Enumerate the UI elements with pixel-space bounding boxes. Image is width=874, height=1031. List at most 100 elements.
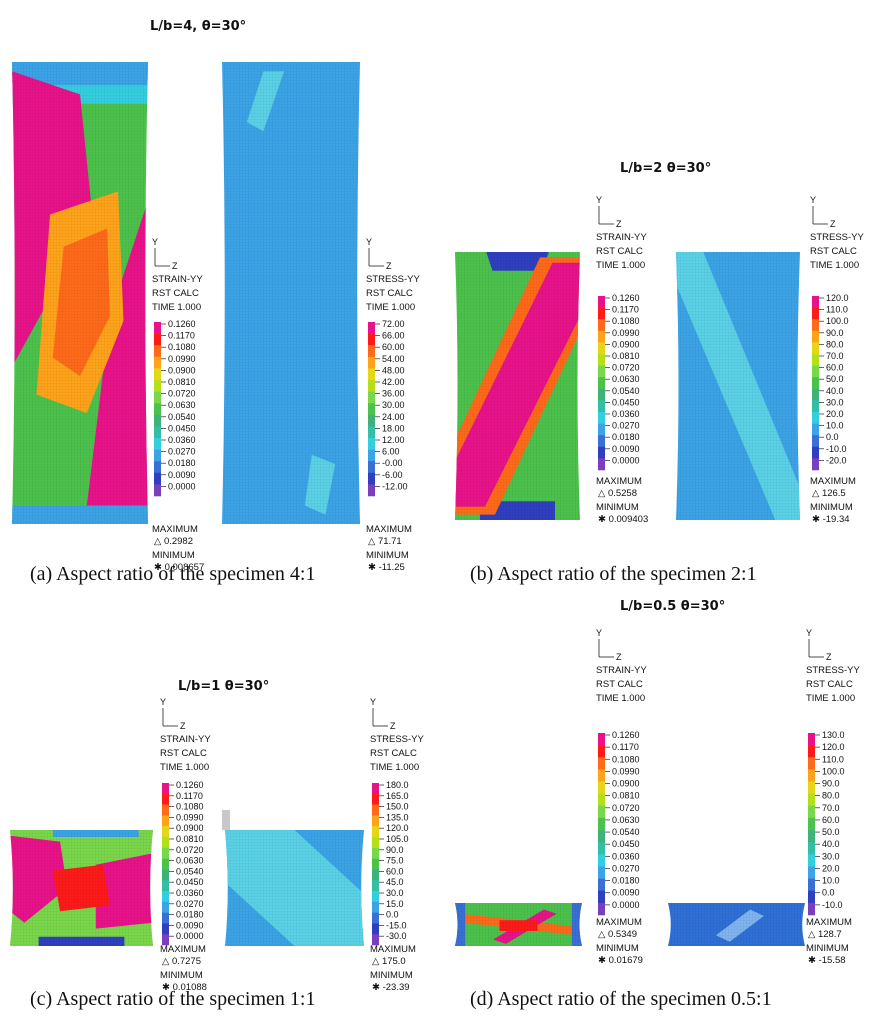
max-value: △ 71.71 [368, 536, 402, 547]
legend-level: 0.0450 [168, 423, 196, 433]
legend-header: TIME 1.000 [366, 302, 415, 313]
legend-level: 0.0270 [176, 899, 204, 909]
legend-level: 0.0810 [612, 351, 640, 361]
min-label: MINIMUM [152, 550, 195, 561]
axis-label: Y [160, 697, 166, 707]
panel-title: L/b=2 θ=30° [620, 161, 711, 176]
min-value: ✱ 0.009403 [598, 514, 648, 525]
mesh [12, 62, 148, 524]
legend-level: -6.00 [382, 470, 403, 480]
color-band [372, 815, 379, 827]
legend-level: 0.0180 [612, 432, 640, 442]
legend-header: RST CALC [160, 748, 207, 759]
color-band [812, 412, 819, 424]
legend-level: 0.0900 [612, 779, 640, 789]
color-band [162, 912, 169, 924]
color-band [598, 781, 605, 794]
color-band [812, 296, 819, 308]
color-band [368, 414, 375, 427]
legend-level: 90.0 [386, 845, 404, 855]
mesh [222, 62, 360, 524]
legend-level: 0.0360 [168, 435, 196, 445]
legend-level: 20.0 [822, 863, 840, 873]
legend-level: 100.0 [822, 766, 845, 776]
color-band [372, 934, 379, 946]
legend-header: TIME 1.000 [806, 693, 855, 704]
min-value: ✱ -19.34 [812, 514, 850, 525]
max-value: △ 0.2982 [154, 536, 193, 547]
color-band [162, 804, 169, 816]
color-band [368, 449, 375, 462]
legend-level: 0.0090 [168, 470, 196, 480]
color-band [812, 307, 819, 320]
color-band [154, 380, 161, 392]
axis-label: Z [616, 652, 622, 662]
min-label: MINIMUM [806, 943, 849, 954]
mesh [668, 903, 805, 946]
color-band [598, 890, 605, 904]
color-band [598, 435, 605, 448]
legend-level: 0.1170 [612, 742, 639, 752]
legend-header: TIME 1.000 [152, 302, 201, 313]
color-band [372, 880, 379, 892]
color-band [154, 333, 161, 346]
legend-level: 0.0810 [612, 791, 640, 801]
color-band [598, 307, 605, 320]
legend-level: 36.00 [382, 389, 405, 399]
legend-level: 30.0 [826, 397, 844, 407]
color-band [154, 345, 161, 358]
color-band [598, 319, 605, 332]
legend-level: 0.0540 [612, 386, 640, 396]
color-band [808, 769, 815, 782]
color-band [808, 866, 815, 879]
max-value: △ 0.7275 [162, 956, 201, 967]
color-band [372, 783, 379, 795]
legend-level: 0.0630 [176, 856, 204, 866]
legend-level: 15.0 [386, 899, 404, 909]
axis-label: Y [596, 195, 602, 205]
legend-level: 0.1260 [168, 319, 196, 329]
min-label: MINIMUM [366, 550, 409, 561]
legend-level: 60.00 [382, 342, 405, 352]
legend-header: TIME 1.000 [160, 762, 209, 773]
color-band [812, 435, 819, 448]
legend-level: -20.0 [826, 455, 847, 465]
legend-header: RST CALC [596, 246, 643, 257]
legend-level: 165.0 [386, 791, 409, 801]
color-band [162, 891, 169, 903]
legend-level: 0.0900 [176, 823, 204, 833]
axis-label: Y [806, 628, 812, 638]
color-band [598, 365, 605, 378]
max-value: △ 175.0 [372, 956, 406, 967]
legend-level: 0.0720 [168, 389, 196, 399]
legend-level: 0.0990 [168, 354, 196, 364]
legend-level: 0.1080 [612, 316, 640, 326]
panel-title: L/b=1 θ=30° [178, 679, 269, 694]
legend-level: 80.0 [826, 339, 844, 349]
color-band [812, 423, 819, 436]
legend-level: 60.0 [822, 815, 840, 825]
legend-level: -10.0 [826, 444, 847, 454]
color-band [154, 472, 161, 485]
color-band [372, 793, 379, 805]
legend-level: 72.00 [382, 319, 405, 329]
color-band [598, 342, 605, 355]
mesh [10, 830, 153, 946]
legend-level: 0.0450 [612, 839, 640, 849]
color-band [598, 842, 605, 855]
legend-level: 0.0270 [612, 421, 640, 431]
color-band [162, 934, 169, 946]
legend-level: 40.0 [826, 386, 844, 396]
max-value: △ 126.5 [812, 488, 846, 499]
color-band [372, 804, 379, 816]
color-band [368, 322, 375, 334]
color-band [368, 438, 375, 450]
color-band [598, 902, 605, 916]
color-band [368, 368, 375, 381]
specimen [225, 830, 364, 946]
panel-caption: (a) Aspect ratio of the specimen 4:1 [30, 563, 315, 585]
min-label: MINIMUM [810, 502, 853, 513]
marker [222, 810, 230, 830]
legend-level: 60.0 [386, 866, 404, 876]
max-value: △ 128.7 [808, 929, 842, 940]
